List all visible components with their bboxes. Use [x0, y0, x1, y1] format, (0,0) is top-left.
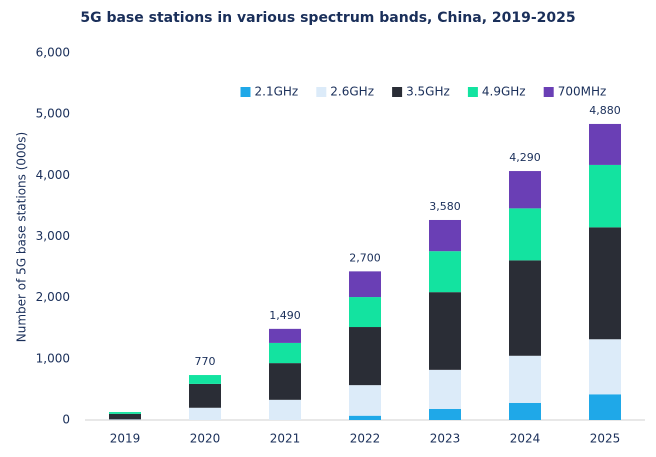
total-label: 4,290 [509, 151, 541, 164]
legend-swatch [543, 87, 554, 97]
legend-swatch [240, 87, 251, 97]
bar-segment [429, 219, 461, 252]
bar-segment [509, 171, 541, 209]
total-label: 770 [195, 355, 216, 368]
bar-segment [349, 415, 381, 420]
x-tick-label: 2019 [110, 432, 141, 446]
bar-segment [429, 292, 461, 370]
y-tick-label: 4,000 [36, 168, 70, 182]
bar-segment [349, 327, 381, 386]
y-tick-label: 1,000 [36, 351, 70, 365]
bar-segment [269, 399, 301, 420]
bar-segment [349, 271, 381, 298]
x-tick-label: 2021 [270, 432, 301, 446]
total-label: 4,880 [589, 104, 621, 117]
legend-swatch [467, 87, 478, 97]
bar-segment [509, 208, 541, 261]
legend-label: 4.9GHz [482, 85, 526, 99]
total-label: 1,490 [269, 309, 301, 322]
bar-segment [189, 383, 221, 408]
bar-segment [589, 164, 621, 228]
bar-segment [269, 328, 301, 343]
bar-segment [189, 407, 221, 420]
bar-segment [509, 355, 541, 403]
x-tick-label: 2022 [350, 432, 381, 446]
bar-segment [509, 260, 541, 356]
bar-segment [349, 385, 381, 416]
bar-segment [269, 363, 301, 400]
bar-segment [509, 402, 541, 420]
y-tick-label: 0 [62, 413, 70, 427]
bar-segment [589, 394, 621, 420]
bar-segment [429, 408, 461, 420]
x-tick-label: 2024 [510, 432, 541, 446]
bar-segment [269, 342, 301, 364]
x-tick-label: 2020 [190, 432, 221, 446]
bar-segment [589, 339, 621, 395]
bar-segment [349, 297, 381, 328]
legend-label: 700MHz [558, 85, 607, 99]
legend-label: 2.6GHz [330, 85, 374, 99]
bar-segment [589, 227, 621, 340]
bar-segment [109, 419, 141, 420]
bar-segment [429, 251, 461, 293]
y-tick-label: 6,000 [36, 46, 70, 60]
bar-segment [429, 369, 461, 409]
y-tick-label: 5,000 [36, 107, 70, 121]
y-tick-label: 3,000 [36, 229, 70, 243]
legend-label: 2.1GHz [255, 85, 299, 99]
bar-segment [189, 375, 221, 384]
chart-title: 5G base stations in various spectrum ban… [80, 10, 575, 26]
bar-segment [109, 412, 141, 414]
y-tick-label: 2,000 [36, 290, 70, 304]
total-label: 3,580 [429, 200, 461, 213]
legend-swatch [316, 87, 327, 97]
total-label: 2,700 [349, 251, 381, 264]
x-tick-label: 2025 [590, 432, 621, 446]
bar-segment [109, 413, 141, 420]
legend-swatch [392, 87, 403, 97]
bar-segment [589, 123, 621, 165]
legend-label: 3.5GHz [406, 85, 450, 99]
x-tick-label: 2023 [430, 432, 461, 446]
y-axis-label: Number of 5G base stations (000s) [15, 132, 29, 342]
